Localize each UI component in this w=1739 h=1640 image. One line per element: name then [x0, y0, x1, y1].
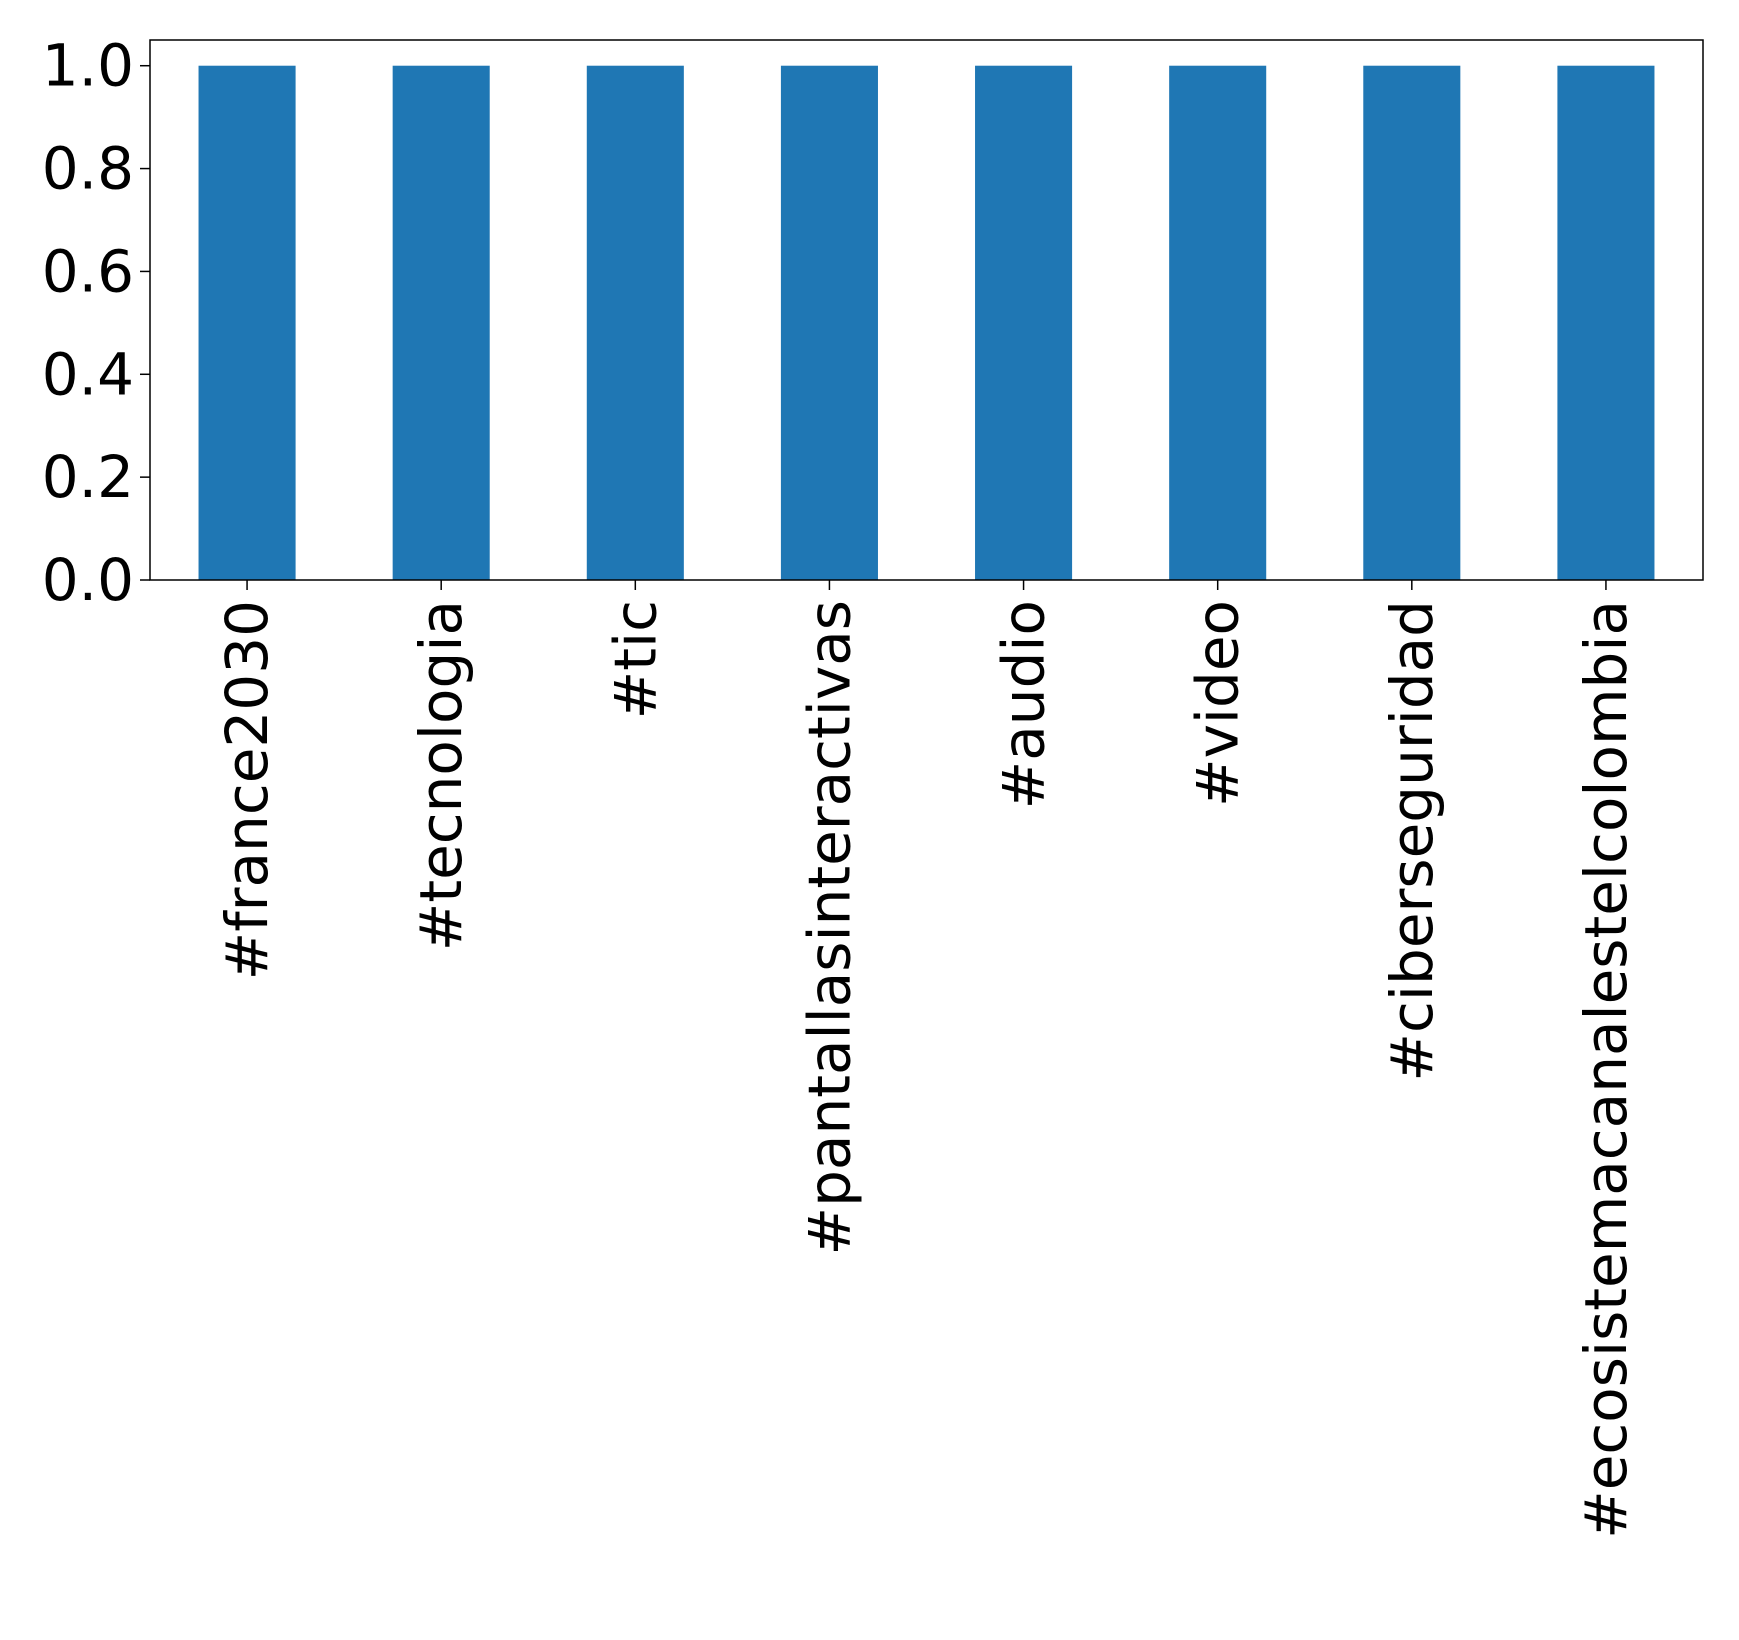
x-tick-label-4: #audio [990, 600, 1058, 809]
bar-5 [1169, 65, 1267, 580]
x-axis: #france2030 #tecnologia #tic #pantallasinte… [213, 580, 1640, 1539]
plot-area-frame [149, 39, 1704, 581]
x-tick-label-0: #france2030 [213, 600, 281, 980]
y-tick-label-1: 0.2 [42, 443, 134, 511]
y-tick-label-2: 0.4 [42, 340, 134, 408]
y-tick-label-3: 0.6 [42, 237, 134, 305]
bar-4 [975, 65, 1073, 580]
x-tick-label-1: #tecnologia [407, 600, 475, 951]
y-tick-label-5: 1.0 [42, 32, 134, 100]
y-tick-label-4: 0.8 [42, 135, 134, 203]
x-tick-label-5: #video [1184, 600, 1252, 807]
bar-2 [586, 65, 684, 580]
x-tick-label-7: #ecosistemacanalestelcolombia [1572, 600, 1640, 1539]
x-tick-label-3: #pantallasinteractivas [795, 600, 863, 1256]
x-tick-label-2: #tic [601, 600, 669, 719]
bar-3 [780, 65, 878, 580]
x-tick-label-6: #ciberseguridad [1378, 600, 1446, 1082]
bar-1 [392, 65, 490, 580]
bars [198, 65, 1655, 580]
bar-0 [198, 65, 296, 580]
bar-6 [1363, 65, 1461, 580]
y-axis: 0.0 0.2 0.4 0.6 0.8 1.0 [42, 32, 150, 614]
bar-7 [1557, 65, 1655, 580]
y-tick-label-0: 0.0 [42, 546, 134, 614]
